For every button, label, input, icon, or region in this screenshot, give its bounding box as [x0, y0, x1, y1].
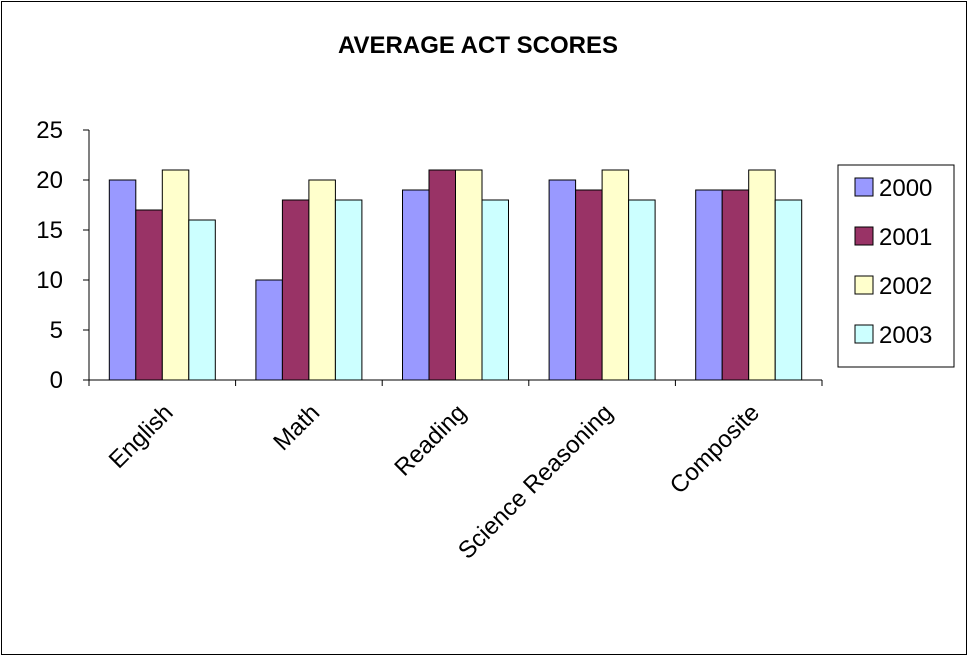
chart-title: AVERAGE ACT SCORES — [338, 32, 618, 59]
category-label-math: Math — [268, 399, 325, 456]
bar-2000-composite — [695, 189, 723, 381]
bar-2001-math — [281, 199, 310, 381]
legend-swatch-2002 — [854, 275, 874, 295]
category-label-english: English — [104, 399, 179, 474]
legend-label-2003: 2003 — [879, 322, 932, 349]
y-tick-label: 25 — [36, 117, 63, 144]
legend-label-2002: 2002 — [879, 273, 932, 300]
category-label-composite: Composite — [665, 399, 765, 499]
y-tick-label: 0 — [50, 367, 63, 394]
bar-2000-science-reasoning — [548, 179, 577, 381]
bar-2003-science-reasoning — [628, 199, 656, 381]
legend-swatch-2003 — [854, 324, 874, 344]
bar-2000-math — [255, 279, 283, 381]
y-tick-label: 15 — [36, 217, 63, 244]
bar-2002-science-reasoning — [601, 169, 630, 381]
y-tick-label: 10 — [36, 267, 63, 294]
bar-2003-reading — [481, 199, 509, 381]
bar-2002-reading — [455, 169, 483, 381]
category-label-science-reasoning: Science Reasoning — [453, 399, 618, 564]
bar-2003-english — [188, 219, 216, 381]
legend-swatch-2000 — [854, 177, 874, 197]
bar-2001-composite — [721, 189, 750, 381]
bar-2000-reading — [402, 189, 430, 381]
bar-2003-composite — [774, 199, 803, 381]
bar-2003-math — [334, 199, 363, 381]
bar-2001-reading — [428, 169, 456, 381]
legend-label-2001: 2001 — [879, 224, 932, 251]
legend-swatch-2001 — [854, 226, 874, 246]
category-label-reading: Reading — [389, 399, 471, 481]
bar-2001-science-reasoning — [575, 189, 603, 381]
legend-label-2000: 2000 — [879, 175, 932, 202]
bar-2002-composite — [748, 169, 776, 381]
bar-2000-english — [108, 179, 137, 381]
y-tick-label: 20 — [36, 167, 63, 194]
legend: 2000 2001 2002 2003 — [837, 164, 955, 368]
bar-2001-english — [135, 209, 163, 381]
bar-2002-math — [308, 179, 336, 381]
bar-2002-english — [161, 169, 190, 381]
y-tick-label: 5 — [50, 317, 63, 344]
